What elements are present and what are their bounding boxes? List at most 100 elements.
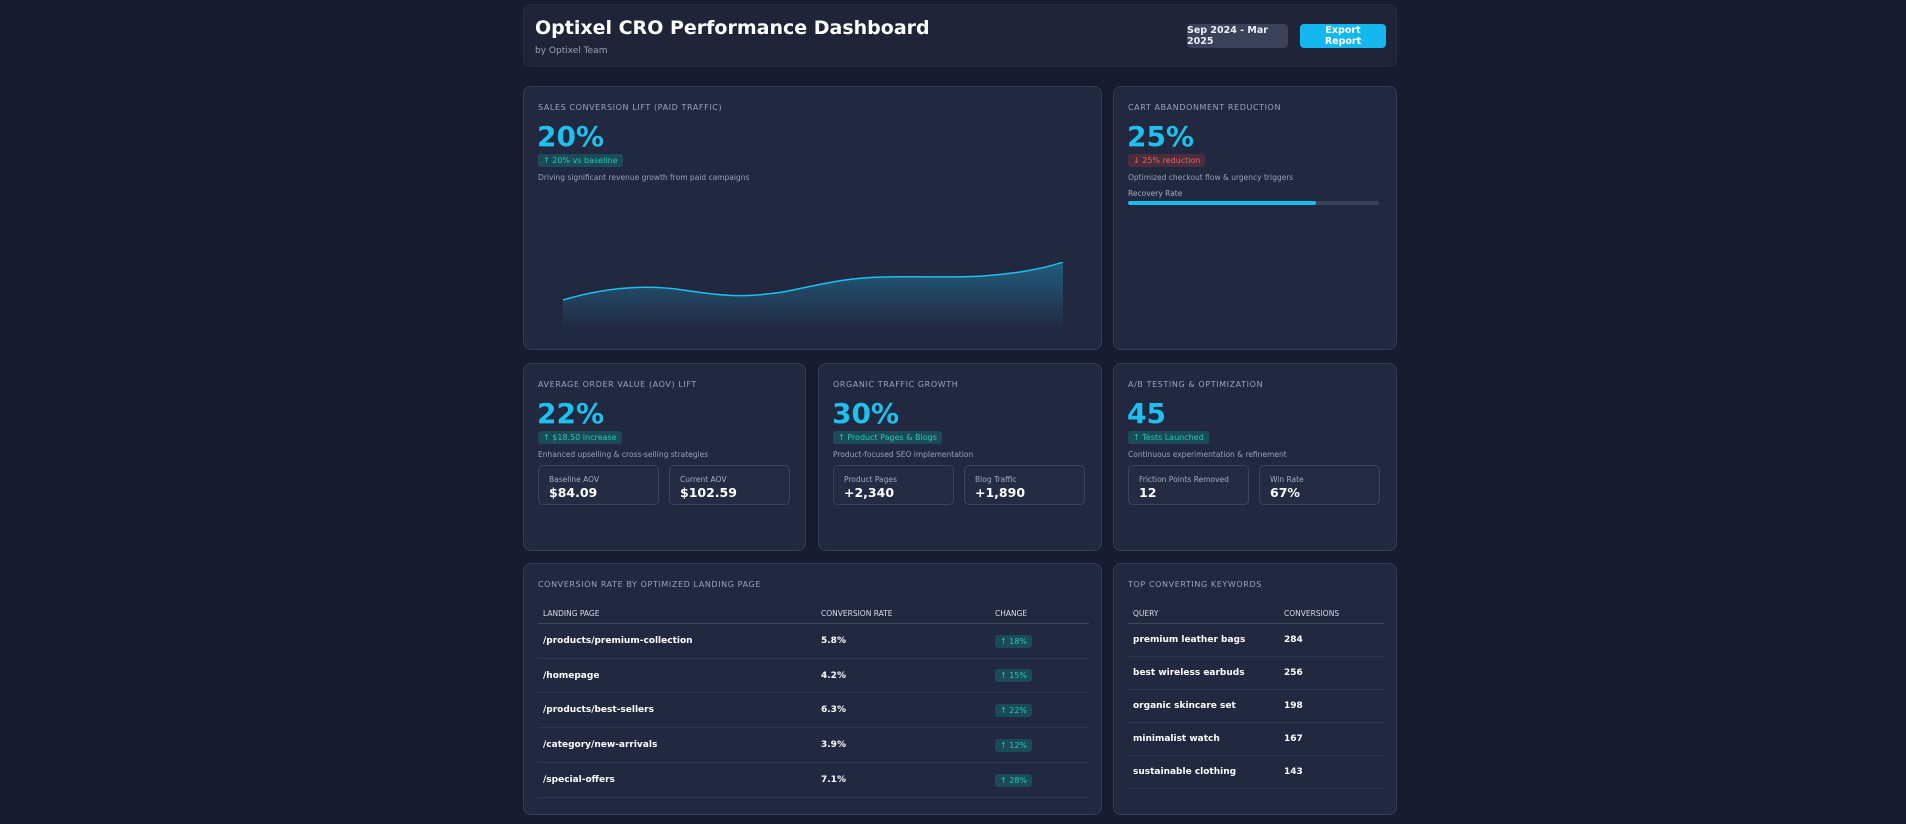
- column-header-conversion-rate[interactable]: Conversion Rate: [816, 604, 990, 624]
- landing-page-cell: /special-offers: [538, 762, 816, 798]
- dashboard-header: Optixel CRO Performance Dashboard by Opt…: [523, 4, 1397, 67]
- change-cell: ↑ 18%: [990, 623, 1089, 659]
- trend-area: [563, 262, 1063, 327]
- conversions-cell: 143: [1279, 755, 1384, 789]
- page-title: Optixel CRO Performance Dashboard: [535, 17, 930, 39]
- trend-chip: ↑ Tests Launched: [1128, 431, 1209, 444]
- metric-number: +2,340: [844, 485, 895, 500]
- metric-label: Product Pages: [844, 475, 897, 484]
- table-header-row: Query Conversions: [1128, 604, 1384, 624]
- column-header-query[interactable]: Query: [1128, 604, 1279, 624]
- query-cell: sustainable clothing: [1128, 755, 1279, 789]
- trend-chip: ↑ Product Pages & Blogs: [833, 431, 942, 444]
- landing-page-cell: /products/best-sellers: [538, 692, 816, 728]
- table-row[interactable]: /homepage 4.2% ↑ 15%: [538, 658, 1089, 693]
- change-chip: ↑ 12%: [995, 738, 1033, 752]
- landing-page-table: Landing Page Conversion Rate Change /pro…: [538, 604, 1089, 798]
- conversion-rate-cell: 3.9%: [816, 727, 990, 763]
- table-row[interactable]: /products/best-sellers 6.3% ↑ 22%: [538, 692, 1089, 728]
- keywords-card: Top Converting Keywords Query Conversion…: [1113, 563, 1397, 815]
- conversions-cell: 256: [1279, 656, 1384, 690]
- metric-box-baseline-aov: Baseline AOV $84.09: [538, 465, 659, 505]
- progress-fill: [1128, 201, 1317, 205]
- query-cell: minimalist watch: [1128, 722, 1279, 756]
- card-label: Conversion Rate by Optimized Landing Pag…: [538, 580, 761, 589]
- metric-label: Friction Points Removed: [1139, 475, 1229, 484]
- metric-box-product-pages: Product Pages +2,340: [833, 465, 954, 505]
- change-cell: ↑ 22%: [990, 692, 1089, 728]
- organic-traffic-card: Organic Traffic Growth 30% ↑ Product Pag…: [818, 363, 1102, 551]
- table-header-row: Landing Page Conversion Rate Change: [538, 604, 1089, 624]
- card-label: Sales Conversion Lift (Paid Traffic): [538, 103, 723, 112]
- ab-testing-card: A/B Testing & Optimization 45 ↑ Tests La…: [1113, 363, 1397, 551]
- metric-label: Current AOV: [680, 475, 727, 484]
- trend-line: [563, 262, 1063, 301]
- metric-label: Blog Traffic: [975, 475, 1017, 484]
- recovery-rate-progress: [1128, 201, 1379, 205]
- table-row[interactable]: /products/premium-collection 5.8% ↑ 18%: [538, 623, 1089, 659]
- cart-abandonment-card: Cart Abandonment Reduction 25% ↓ 25% red…: [1113, 86, 1397, 350]
- table-row[interactable]: /category/new-arrivals 3.9% ↑ 12%: [538, 727, 1089, 763]
- conversions-cell: 284: [1279, 623, 1384, 657]
- change-cell: ↑ 15%: [990, 658, 1089, 693]
- landing-page-card: Conversion Rate by Optimized Landing Pag…: [523, 563, 1102, 815]
- table-row[interactable]: sustainable clothing 143: [1128, 755, 1384, 789]
- metric-box-blog-traffic: Blog Traffic +1,890: [964, 465, 1085, 505]
- conversion-rate-cell: 6.3%: [816, 692, 990, 728]
- metric-number: $84.09: [549, 485, 598, 500]
- card-description: Enhanced upselling & cross-selling strat…: [538, 450, 709, 459]
- trend-sparkline: [563, 262, 1063, 327]
- table-row[interactable]: /special-offers 7.1% ↑ 28%: [538, 762, 1089, 798]
- card-label: A/B Testing & Optimization: [1128, 380, 1264, 389]
- metric-box-win-rate: Win Rate 67%: [1259, 465, 1380, 505]
- change-chip: ↑ 15%: [995, 669, 1033, 682]
- metric-number: 67%: [1270, 485, 1300, 500]
- card-description: Product-focused SEO implementation: [833, 450, 974, 459]
- export-report-button[interactable]: Export Report: [1300, 24, 1386, 48]
- metric-box-current-aov: Current AOV $102.59: [669, 465, 790, 505]
- sales-conversion-card: Sales Conversion Lift (Paid Traffic) 20%…: [523, 86, 1102, 350]
- keywords-table: Query Conversions premium leather bags 2…: [1128, 604, 1384, 789]
- date-range-badge[interactable]: Sep 2024 - Mar 2025: [1187, 24, 1288, 48]
- card-label: Cart Abandonment Reduction: [1128, 103, 1282, 112]
- change-cell: ↑ 28%: [990, 762, 1089, 798]
- metric-value: 30%: [832, 397, 900, 430]
- metric-label: Win Rate: [1270, 475, 1304, 484]
- change-cell: ↑ 12%: [990, 727, 1089, 763]
- conversions-cell: 167: [1279, 722, 1384, 756]
- trend-chip: ↑ 20% vs baseline: [538, 154, 623, 167]
- landing-page-cell: /products/premium-collection: [538, 623, 816, 659]
- card-description: Continuous experimentation & refinement: [1128, 450, 1287, 459]
- query-cell: premium leather bags: [1128, 623, 1279, 657]
- metric-value: 20%: [537, 120, 605, 153]
- metric-box-friction-points: Friction Points Removed 12: [1128, 465, 1249, 505]
- landing-page-cell: /homepage: [538, 658, 816, 693]
- page-subtitle: by Optixel Team: [535, 46, 608, 56]
- column-header-conversions[interactable]: Conversions: [1279, 604, 1384, 624]
- table-row[interactable]: premium leather bags 284: [1128, 623, 1384, 657]
- card-label: Average Order Value (AOV) Lift: [538, 380, 697, 389]
- query-cell: organic skincare set: [1128, 689, 1279, 723]
- metric-number: $102.59: [680, 485, 737, 500]
- column-header-landing-page[interactable]: Landing Page: [538, 604, 816, 624]
- metric-value: 25%: [1127, 120, 1195, 153]
- card-label: Top Converting Keywords: [1128, 580, 1262, 589]
- table-row[interactable]: best wireless earbuds 256: [1128, 656, 1384, 690]
- trend-chip: ↓ 25% reduction: [1128, 154, 1206, 167]
- metric-value: 45: [1127, 397, 1166, 430]
- conversions-cell: 198: [1279, 689, 1384, 723]
- metric-number: 12: [1139, 485, 1157, 500]
- card-label: Organic Traffic Growth: [833, 380, 959, 389]
- conversion-rate-cell: 4.2%: [816, 658, 990, 693]
- column-header-change[interactable]: Change: [990, 604, 1089, 624]
- query-cell: best wireless earbuds: [1128, 656, 1279, 690]
- progress-label: Recovery Rate: [1128, 189, 1183, 198]
- trend-chip: ↑ $18.50 increase: [538, 431, 622, 444]
- conversion-rate-cell: 7.1%: [816, 762, 990, 798]
- metric-value: 22%: [537, 397, 605, 430]
- table-row[interactable]: minimalist watch 167: [1128, 722, 1384, 756]
- card-description: Driving significant revenue growth from …: [538, 173, 750, 182]
- metric-label: Baseline AOV: [549, 475, 600, 484]
- change-chip: ↑ 28%: [995, 773, 1033, 787]
- table-row[interactable]: organic skincare set 198: [1128, 689, 1384, 723]
